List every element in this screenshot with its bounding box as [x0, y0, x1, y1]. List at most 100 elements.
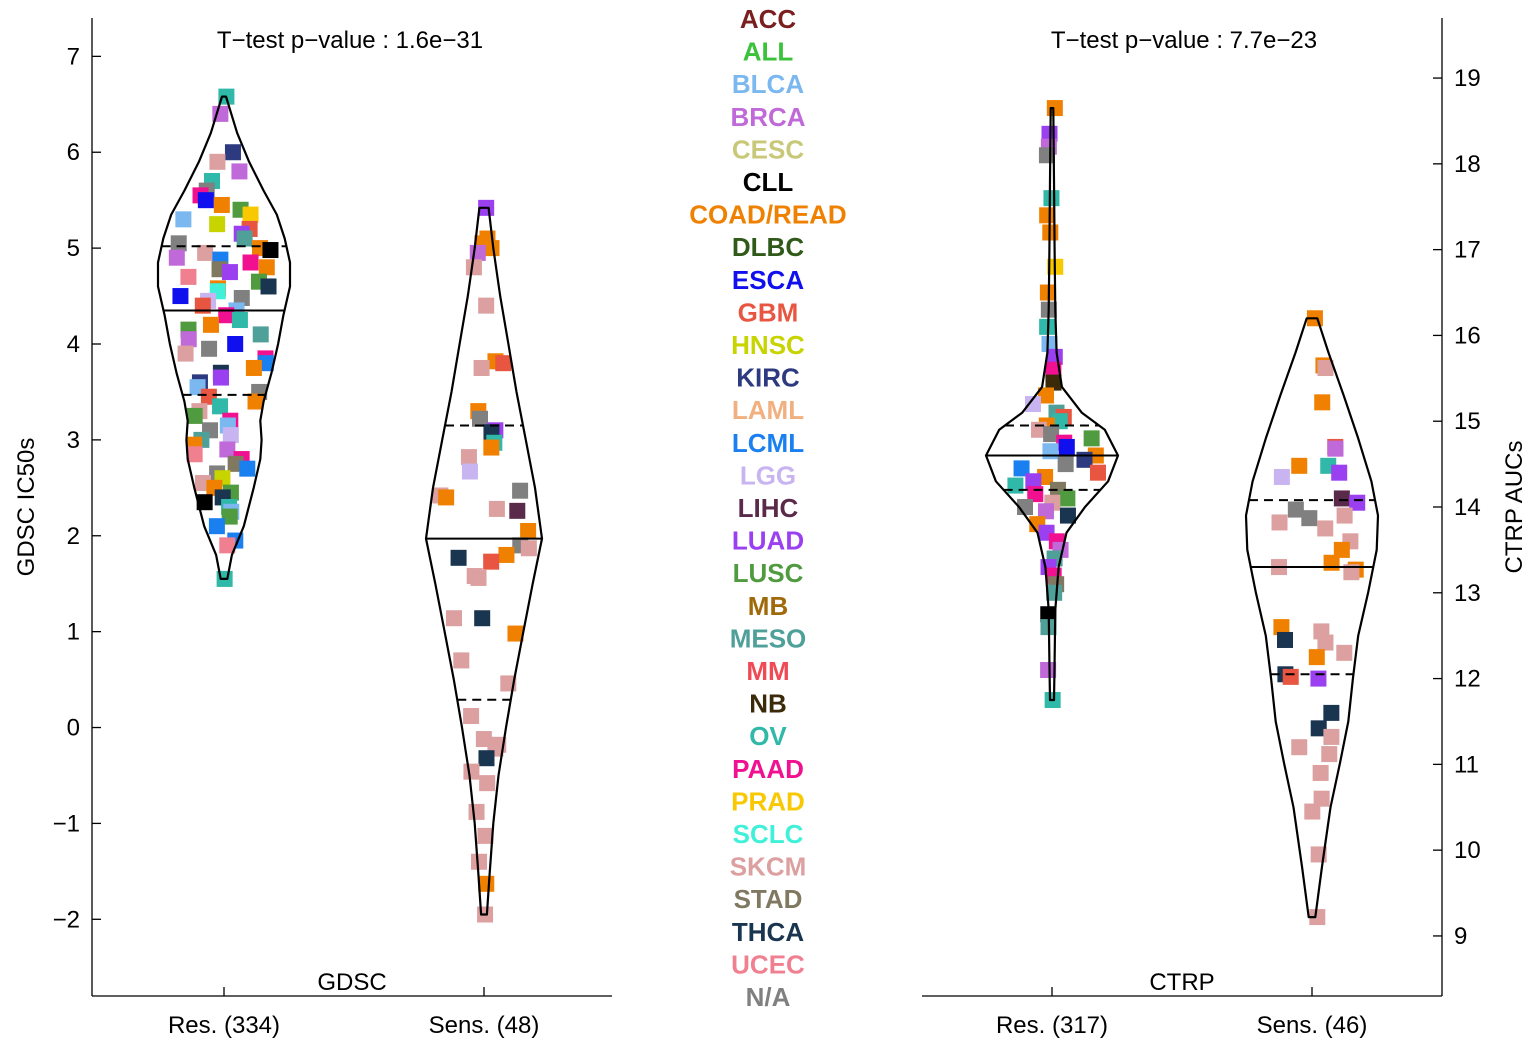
data-point — [180, 268, 197, 285]
legend-item-cesc: CESC — [732, 134, 804, 164]
data-point — [1038, 503, 1055, 520]
data-point — [258, 259, 275, 276]
data-point — [209, 216, 226, 233]
legend-item-kirc: KIRC — [736, 363, 800, 393]
panel-title: T−test p−value : 1.6e−31 — [217, 27, 483, 54]
cancer-type-legend: ACCALLBLCABRCACESCCLLCOAD/READDLBCESCAGB… — [689, 4, 846, 1012]
data-point — [1057, 456, 1074, 473]
data-point — [231, 312, 248, 329]
data-point — [478, 750, 495, 767]
data-point — [247, 393, 264, 410]
data-point — [1308, 649, 1325, 666]
legend-item-ucec: UCEC — [731, 949, 805, 979]
data-point — [1343, 564, 1360, 581]
panel-label: CTRP — [1149, 969, 1214, 996]
data-point — [470, 569, 487, 586]
data-point — [227, 336, 244, 352]
gdsc-panel: −2 −1 0 1 2 3 4 5 6 7 Res. (334) Sens. (48) GDSC IC5… — [13, 18, 612, 1039]
y-tick-label: −2 — [53, 906, 80, 933]
legend-item-skcm: SKCM — [730, 852, 807, 882]
data-point — [1043, 426, 1060, 443]
y-axis-label: CTRP AUCs — [1501, 441, 1528, 574]
data-point — [477, 827, 494, 844]
data-point — [1323, 704, 1340, 721]
data-point — [1007, 477, 1024, 494]
data-point — [219, 537, 236, 554]
data-point — [520, 522, 537, 539]
data-point — [1046, 584, 1063, 601]
data-point — [1304, 803, 1321, 820]
data-point — [1059, 490, 1076, 507]
data-point — [463, 763, 480, 780]
y-tick-label: 15 — [1454, 408, 1481, 435]
legend-item-gbm: GBM — [738, 297, 799, 327]
data-point — [209, 153, 226, 170]
data-point — [445, 610, 462, 627]
data-point — [177, 345, 194, 362]
data-point — [1323, 554, 1340, 571]
legend-item-hnsc: HNSC — [731, 330, 805, 360]
panel-title: T−test p−value : 7.7e−23 — [1051, 27, 1317, 54]
data-point — [245, 359, 262, 376]
legend-item-laml: LAML — [732, 395, 804, 425]
data-point — [453, 652, 470, 669]
y-tick-label: 6 — [67, 139, 80, 166]
data-point — [212, 369, 229, 386]
y-tick-label: 3 — [67, 427, 80, 454]
data-point — [1336, 507, 1353, 524]
data-point — [242, 206, 259, 223]
legend-item-luad: LUAD — [732, 526, 804, 556]
data-point — [212, 398, 229, 415]
violin-outline — [424, 206, 544, 916]
data-point — [509, 502, 526, 519]
data-point — [438, 489, 455, 506]
data-point — [1059, 507, 1076, 524]
y-tick-label: 4 — [67, 331, 80, 358]
data-point — [1038, 147, 1055, 164]
y-tick-label: 13 — [1454, 580, 1481, 607]
legend-item-lcml: LCML — [732, 428, 804, 458]
x-tick-label: Res. (334) — [168, 1012, 280, 1039]
data-point — [186, 407, 203, 424]
data-point — [1317, 360, 1334, 377]
data-point — [465, 259, 482, 276]
data-point — [473, 359, 490, 376]
legend-item-esca: ESCA — [732, 265, 804, 295]
data-point — [1291, 739, 1308, 756]
data-point — [168, 249, 185, 266]
data-point — [219, 441, 236, 458]
data-point — [1282, 668, 1299, 685]
y-tick-label: 9 — [1454, 923, 1467, 950]
panel-label: GDSC — [317, 969, 386, 996]
data-point — [471, 853, 488, 870]
y-tick-label: 17 — [1454, 237, 1481, 264]
data-point — [1323, 728, 1340, 745]
data-point — [1042, 443, 1059, 460]
data-point — [478, 875, 495, 892]
legend-item-lusc: LUSC — [733, 558, 804, 588]
data-point — [1333, 541, 1350, 558]
data-point — [1039, 207, 1056, 224]
data-point — [233, 289, 250, 306]
legend-item-meso: MESO — [730, 623, 807, 653]
data-point — [1273, 468, 1290, 485]
legend-item-stad: STAD — [734, 884, 803, 914]
y-tick-label: −1 — [53, 810, 80, 837]
data-point — [1287, 501, 1304, 518]
data-point — [213, 196, 230, 213]
y-tick-label: 12 — [1454, 666, 1481, 693]
data-point — [512, 482, 529, 499]
data-point — [483, 553, 500, 570]
data-point — [1013, 460, 1030, 477]
data-point — [483, 439, 500, 456]
data-point — [1041, 336, 1058, 352]
data-point — [1276, 631, 1293, 648]
legend-item-lihc: LIHC — [738, 493, 799, 523]
data-point — [507, 625, 524, 642]
legend-item-ov: OV — [749, 721, 787, 751]
legend-item-dlbc: DLBC — [732, 232, 804, 262]
data-point — [208, 518, 225, 535]
y-tick-label: 2 — [67, 523, 80, 550]
data-point — [1043, 190, 1060, 207]
